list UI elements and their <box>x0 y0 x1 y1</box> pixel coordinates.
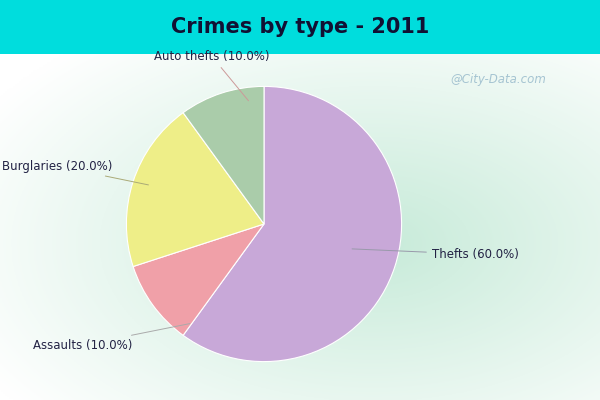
Text: Crimes by type - 2011: Crimes by type - 2011 <box>171 17 429 37</box>
Text: Auto thefts (10.0%): Auto thefts (10.0%) <box>154 50 269 101</box>
Wedge shape <box>133 224 264 335</box>
Text: @City-Data.com: @City-Data.com <box>450 74 546 86</box>
Wedge shape <box>183 86 401 362</box>
Text: Burglaries (20.0%): Burglaries (20.0%) <box>2 160 148 185</box>
Wedge shape <box>127 113 264 266</box>
Wedge shape <box>183 86 264 224</box>
Text: Assaults (10.0%): Assaults (10.0%) <box>32 324 190 352</box>
Text: Thefts (60.0%): Thefts (60.0%) <box>352 248 519 261</box>
